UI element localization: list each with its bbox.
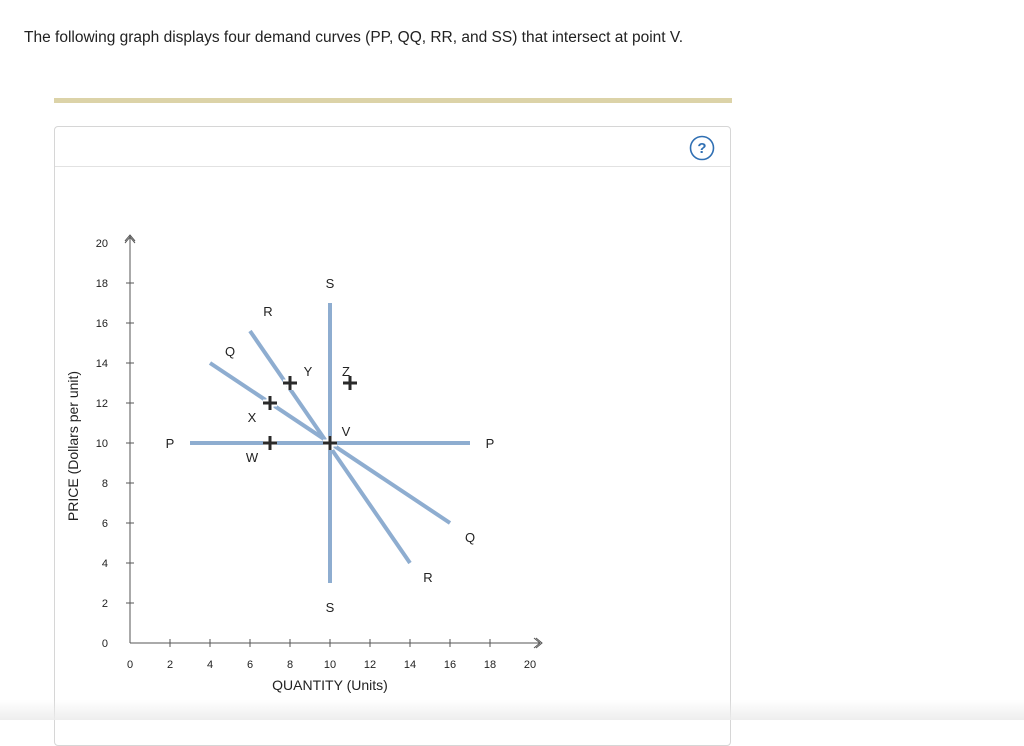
curve-label-qq: Q [225, 344, 235, 359]
y-tick-label: 14 [96, 358, 108, 370]
y-tick-label: 16 [96, 318, 108, 330]
point-label-z: Z [342, 364, 350, 379]
panel-header [55, 127, 730, 167]
y-tick-label: 8 [102, 478, 108, 490]
y-tick-label: 10 [96, 438, 108, 450]
point-label-v: V [342, 424, 351, 439]
x-tick-label: 16 [444, 659, 456, 671]
x-tick-label: 10 [324, 659, 336, 671]
x-tick-label: 18 [484, 659, 496, 671]
point-marker-v [323, 436, 337, 450]
point-marker-y [283, 376, 297, 390]
curve-label-rr: R [423, 570, 432, 585]
point-label-y: Y [304, 364, 313, 379]
x-tick-label: 2 [167, 659, 173, 671]
point-label-w: W [246, 450, 259, 465]
point-marker-z [343, 376, 357, 390]
help-icon[interactable]: ? [689, 135, 715, 161]
x-tick-label: 20 [524, 659, 536, 671]
x-tick-label: 14 [404, 659, 416, 671]
y-tick-label: 18 [96, 278, 108, 290]
point-label-x: X [248, 410, 257, 425]
question-text: The following graph displays four demand… [24, 29, 684, 46]
page-bottom-fade [0, 700, 1024, 720]
x-tick-label: 0 [127, 659, 133, 671]
curve-label-pp: P [486, 436, 495, 451]
x-axis-arrow [533, 637, 543, 649]
curve-label-ss: S [326, 276, 335, 291]
y-tick-label: 4 [102, 558, 108, 570]
curve-label-pp: P [166, 436, 175, 451]
divider-bar [54, 98, 732, 103]
x-tick-label: 4 [207, 659, 213, 671]
y-tick-label: 6 [102, 518, 108, 530]
y-axis-title: PRICE (Dollars per unit) [65, 371, 81, 521]
curve-label-qq: Q [465, 530, 475, 545]
y-tick-label: 12 [96, 398, 108, 410]
point-marker-x [263, 396, 277, 410]
y-tick-label: 2 [102, 598, 108, 610]
x-tick-label: 12 [364, 659, 376, 671]
point-marker-w [263, 436, 277, 450]
x-axis-title: QUANTITY (Units) [272, 677, 388, 693]
demand-chart: PRICE (Dollars per unit) QUANTITY (Units… [65, 234, 543, 693]
y-tick-label: 0 [102, 638, 108, 650]
curve-label-ss: S [326, 600, 335, 615]
y-tick-label: 20 [96, 238, 108, 250]
x-tick-label: 8 [287, 659, 293, 671]
y-axis-arrow [124, 234, 136, 244]
x-tick-label: 6 [247, 659, 253, 671]
help-label: ? [697, 140, 706, 157]
curve-label-rr: R [263, 304, 272, 319]
